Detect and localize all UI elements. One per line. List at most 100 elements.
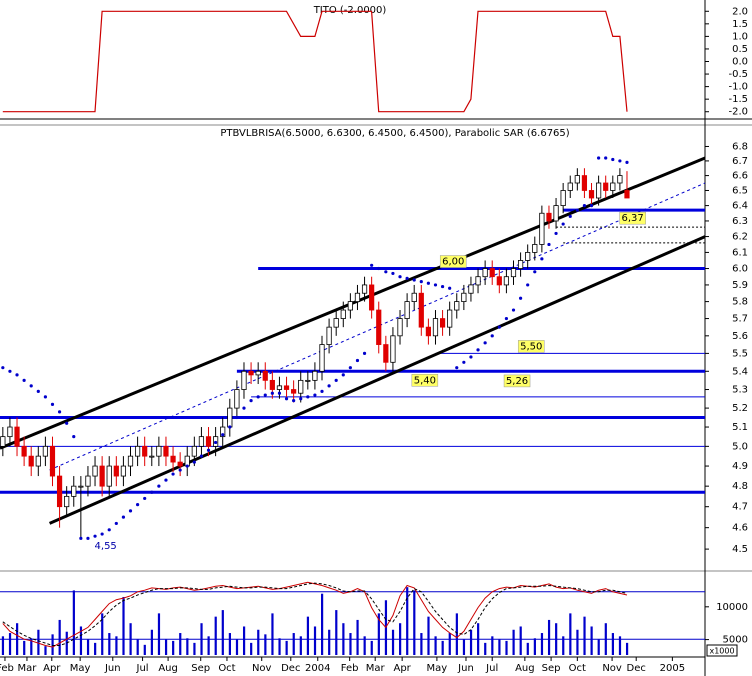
x-tick-label: 2005 bbox=[660, 663, 685, 674]
y-tick-label: -1.5 bbox=[728, 94, 748, 105]
volume-bar bbox=[363, 636, 366, 655]
sar-dot bbox=[22, 378, 26, 382]
volume-bar bbox=[51, 634, 54, 655]
candle-body bbox=[581, 175, 588, 191]
volume-bar bbox=[498, 639, 501, 655]
candle-body bbox=[85, 475, 91, 487]
candle-body bbox=[482, 268, 488, 278]
y-tick-label: 6.7 bbox=[732, 156, 748, 167]
sar-dot bbox=[412, 278, 416, 282]
volume-bar bbox=[441, 640, 444, 655]
candle-body bbox=[354, 292, 361, 302]
sar-dot bbox=[29, 384, 33, 388]
candle-body bbox=[92, 465, 98, 477]
sar-dot bbox=[150, 490, 154, 494]
candle-body bbox=[64, 495, 70, 508]
sar-dot bbox=[242, 406, 246, 410]
volume-bar bbox=[122, 596, 125, 655]
sar-dot bbox=[348, 366, 352, 370]
candle-body bbox=[21, 445, 27, 457]
y-tick-label: 5.6 bbox=[732, 331, 748, 342]
x-tick-label: Oct bbox=[569, 663, 586, 674]
candle-body bbox=[468, 284, 474, 294]
volume-bar bbox=[519, 626, 522, 655]
sar-dot bbox=[391, 271, 395, 276]
y-tick-label: 6.8 bbox=[732, 141, 748, 152]
sar-dot bbox=[320, 389, 324, 393]
volume-bar bbox=[94, 642, 97, 655]
candle-body bbox=[241, 370, 247, 390]
y-tick-label: 4.5 bbox=[732, 544, 748, 555]
volume-bar bbox=[242, 626, 246, 655]
volume-bar bbox=[164, 639, 168, 655]
sar-dot bbox=[490, 334, 494, 338]
candle-body bbox=[404, 301, 410, 319]
x-tick-label: Aug bbox=[515, 663, 535, 674]
volume-bar bbox=[434, 636, 437, 655]
volume-bar bbox=[30, 638, 33, 655]
y-tick-label: -0.5 bbox=[728, 69, 748, 80]
candle-body bbox=[369, 284, 375, 311]
y-tick-label: 5.3 bbox=[732, 385, 748, 396]
sar-dot bbox=[604, 156, 608, 160]
sar-dot bbox=[185, 464, 189, 468]
y-tick-label: 5.1 bbox=[732, 422, 748, 433]
sar-dot bbox=[561, 222, 565, 226]
y-tick-label: 5.2 bbox=[732, 403, 748, 414]
oscillator-line bbox=[2, 582, 628, 646]
sar-dot bbox=[448, 286, 452, 290]
candle-body bbox=[596, 182, 602, 199]
x-tick-label: Dec bbox=[281, 663, 300, 674]
candle-body bbox=[539, 212, 545, 245]
sar-dot bbox=[377, 266, 381, 271]
candle-body bbox=[610, 182, 616, 191]
sar-dot bbox=[57, 410, 62, 414]
x-tick-label: May bbox=[70, 663, 91, 674]
volume-bar bbox=[129, 623, 132, 655]
volume-bar bbox=[306, 616, 310, 655]
sar-dot bbox=[398, 275, 402, 279]
candle-body bbox=[305, 379, 311, 382]
sar-dot bbox=[171, 472, 175, 476]
candle-body bbox=[298, 379, 304, 394]
sar-dot bbox=[384, 270, 388, 274]
volume-bar bbox=[356, 619, 359, 655]
candle-body bbox=[14, 426, 20, 447]
sar-dot bbox=[135, 503, 140, 507]
sar-dot bbox=[518, 296, 523, 300]
sar-dot bbox=[533, 270, 537, 274]
volume-bar bbox=[469, 629, 473, 655]
volume-bar bbox=[235, 639, 239, 655]
sar-dot bbox=[334, 378, 338, 382]
y-tick-label: 4.8 bbox=[732, 481, 748, 492]
candle-body bbox=[439, 318, 446, 328]
sar-dot bbox=[575, 208, 579, 212]
volume-bar bbox=[186, 638, 189, 655]
volume-bar bbox=[611, 633, 614, 655]
volume-bar bbox=[413, 590, 416, 655]
candle-body bbox=[340, 309, 346, 319]
sar-dot bbox=[192, 460, 196, 464]
volume-bar bbox=[505, 640, 508, 655]
x-tick-label: Sep bbox=[542, 663, 561, 674]
y-tick-label: 1.5 bbox=[732, 19, 748, 30]
sar-dot bbox=[405, 276, 409, 280]
volume-bar bbox=[576, 629, 579, 655]
candle-body bbox=[163, 445, 169, 457]
candle-body bbox=[574, 175, 580, 184]
sar-dot bbox=[107, 528, 111, 532]
candle-body bbox=[248, 370, 254, 376]
candle-body bbox=[383, 344, 389, 363]
volume-bar bbox=[44, 646, 47, 655]
candle-body bbox=[588, 190, 595, 199]
sar-dot bbox=[476, 348, 480, 352]
sar-dot bbox=[36, 389, 40, 393]
sar-dot bbox=[1, 366, 5, 370]
volume-bar bbox=[540, 633, 544, 655]
candle-body bbox=[376, 309, 382, 345]
candle-body bbox=[56, 475, 63, 508]
sar-dot bbox=[199, 454, 204, 458]
volume-bar bbox=[477, 623, 480, 655]
sar-dot bbox=[164, 478, 168, 482]
